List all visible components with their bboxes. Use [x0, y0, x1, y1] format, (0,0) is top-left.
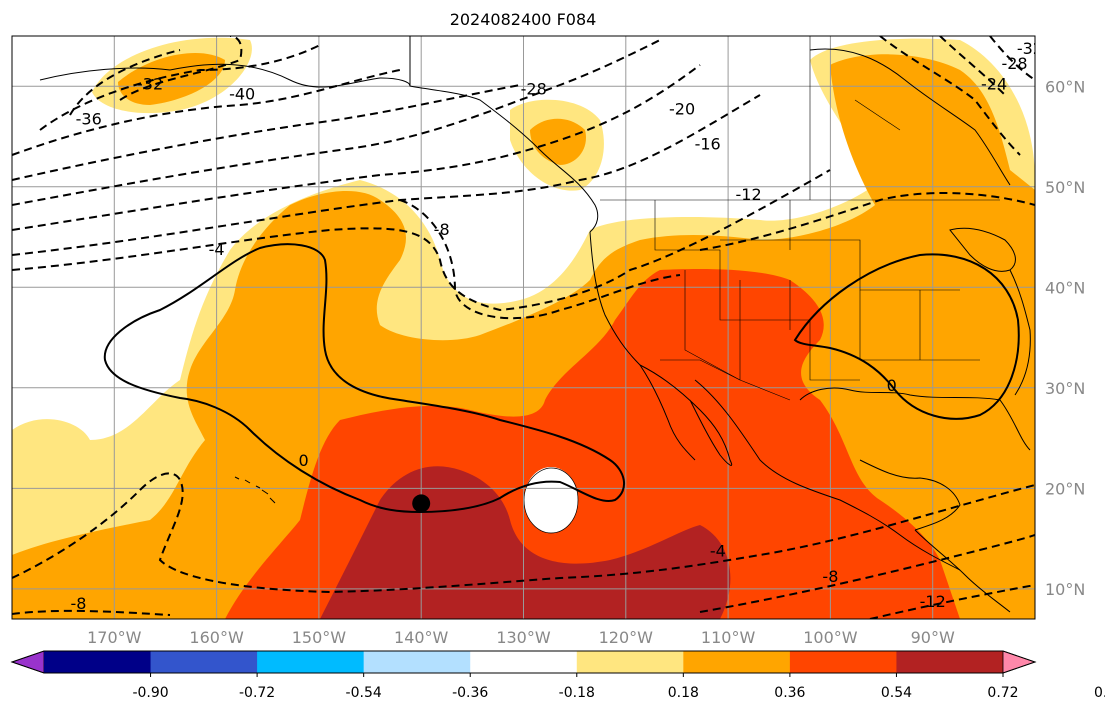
colorbar-extend-high — [1002, 650, 1037, 674]
yucatan — [859, 459, 961, 531]
coastlines — [39, 36, 1031, 613]
colorbar-segment — [257, 651, 365, 673]
lat-tick-label: 60°N — [1045, 77, 1085, 96]
alaska-coast — [409, 36, 599, 233]
hawaii-islands — [234, 476, 276, 504]
colorbar-extend-low — [10, 650, 45, 674]
contour-label: -4 — [710, 542, 726, 561]
dashed-contours — [12, 36, 1035, 619]
contour-label: -28 — [1001, 54, 1027, 73]
colorbar-frame — [10, 650, 1037, 674]
colorbar: -0.90 -0.72 -0.54 -0.36 -0.18 0.18 0.36 0.54 0.7… — [10, 650, 1105, 701]
colorbar-segment — [896, 651, 1004, 673]
contour-label: 0 — [887, 376, 897, 395]
contour-label: -24 — [981, 74, 1007, 93]
colorbar-segment — [44, 651, 152, 673]
lat-tick-label: 10°N — [1045, 580, 1085, 599]
contour-label: -32 — [1017, 39, 1043, 58]
contour-label: -32 — [137, 74, 163, 93]
chart-title: 2024082400 F084 — [450, 10, 597, 29]
alaska-peninsula — [39, 63, 411, 88]
lat-tick-label: 20°N — [1045, 479, 1085, 498]
colorbar-label: -0.72 — [239, 685, 275, 701]
contour-label: -8 — [71, 594, 87, 613]
mexico-coast — [694, 379, 961, 571]
hudson-bay — [809, 48, 1011, 186]
contour-label: -12 — [735, 185, 761, 204]
colorbar-segment — [150, 651, 258, 673]
hole-contour — [523, 467, 579, 534]
lat-tick-label: 30°N — [1045, 379, 1085, 398]
contour-labels: -40-36-32 -28-20-16-12-8-4-8-4-8-12-24-28… — [71, 39, 1043, 613]
central-america — [914, 529, 1011, 613]
storm-center-marker — [412, 494, 431, 513]
colorbar-label: -0.36 — [452, 685, 488, 701]
lon-tick-label: 90°W — [911, 628, 955, 647]
great-lakes — [949, 227, 1016, 272]
lon-tick-label: 130°W — [496, 628, 551, 647]
gridlines — [12, 36, 1035, 619]
contour-label: -8 — [434, 220, 450, 239]
gulf-coast — [799, 387, 1031, 451]
map-panel: -40-36-32 -28-20-16-12-8-4-8-4-8-12-24-28… — [12, 36, 1043, 619]
colorbar-label: -0.54 — [346, 685, 382, 701]
contour-label: -4 — [209, 240, 225, 259]
lat-tick-labels: 10°N 20°N 30°N 40°N 50°N 60°N — [1045, 77, 1085, 599]
lon-tick-label: 140°W — [394, 628, 449, 647]
contour-label: -8 — [822, 567, 838, 586]
east-coast — [1009, 269, 1031, 396]
colorbar-segment — [363, 651, 471, 673]
contour-label: -20 — [669, 99, 695, 118]
colorbar-label: 0.90 — [1094, 685, 1105, 701]
colorbar-label: -0.90 — [132, 685, 168, 701]
us-west-coast — [589, 231, 696, 461]
lon-tick-label: 170°W — [87, 628, 142, 647]
lon-tick-label: 110°W — [701, 628, 756, 647]
contour-label: -12 — [920, 592, 946, 611]
colorbar-segment — [683, 651, 791, 673]
zero-contours — [103, 243, 1020, 514]
colorbar-segment — [470, 651, 578, 673]
lon-tick-label: 120°W — [599, 628, 654, 647]
contour-label: -28 — [521, 79, 547, 98]
lon-tick-label: 160°W — [189, 628, 244, 647]
colorbar-label: 0.36 — [774, 685, 805, 701]
colorbar-segment — [576, 651, 684, 673]
colorbar-segment — [789, 651, 897, 673]
contour-label: -16 — [695, 135, 721, 154]
contour-label: -36 — [76, 109, 102, 128]
lon-tick-labels: 170°W 160°W 150°W 140°W 130°W 120°W 110°W 100°W… — [87, 628, 955, 647]
colorbar-label: 0.72 — [987, 685, 1018, 701]
colorbar-label: 0.18 — [668, 685, 699, 701]
lon-tick-label: 150°W — [292, 628, 347, 647]
colorbar-label: 0.54 — [881, 685, 912, 701]
lat-tick-label: 40°N — [1045, 278, 1085, 297]
lon-tick-label: 100°W — [803, 628, 858, 647]
baja-california — [639, 364, 733, 466]
contour-label: 0 — [298, 451, 308, 470]
colorbar-label: -0.18 — [559, 685, 595, 701]
map-border — [11, 35, 1036, 620]
lat-tick-label: 50°N — [1045, 178, 1085, 197]
contour-label: -40 — [229, 84, 255, 103]
